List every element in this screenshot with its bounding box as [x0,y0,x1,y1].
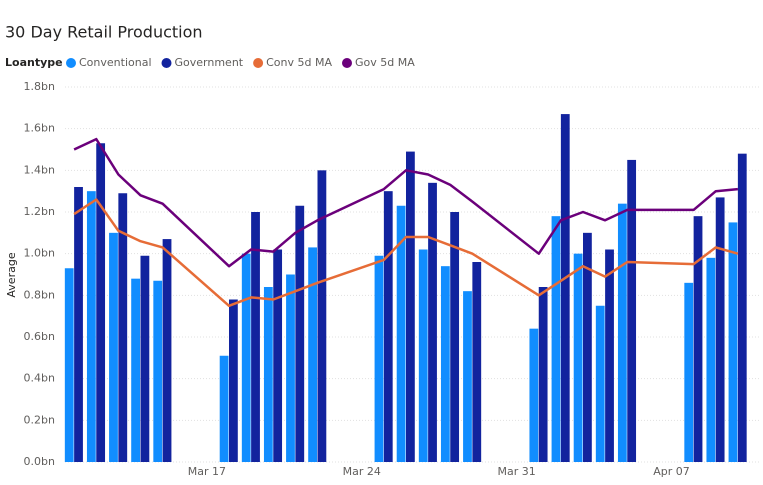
bar [529,328,539,462]
bar [64,268,74,462]
legend-marker [253,58,264,68]
bar [317,170,327,463]
bar [551,216,561,462]
y-axis-label: Average [5,252,18,297]
bar [737,153,747,462]
bar [241,253,251,462]
legend-label: Gov 5d MA [355,56,415,69]
legend-title: Loantype [5,56,63,69]
x-tick-label: Mar 31 [498,465,536,478]
bar [728,222,738,462]
legend-marker [161,58,172,68]
bar [605,249,614,462]
bar [627,159,637,462]
y-tick-label: 1.8bn [24,80,55,93]
bar [706,257,716,462]
bar [684,282,694,462]
bar [273,249,283,462]
legend-label: Conv 5d MA [266,56,332,69]
bar [383,191,393,462]
x-tick-label: Mar 24 [343,465,381,478]
bar [118,193,128,462]
legend-marker [342,58,352,68]
bar [286,274,295,462]
bar [583,232,592,462]
bar [374,255,384,462]
bar [251,212,260,462]
y-tick-label: 0.0bn [24,455,55,468]
bar [131,278,140,462]
bar [96,143,106,462]
chart-title: 30 Day Retail Production [5,23,203,42]
y-tick-label: 1.2bn [24,205,55,218]
bar [560,114,570,462]
bar [538,287,548,462]
bar [573,253,583,462]
bar [140,255,150,462]
line [73,137,739,268]
bar [295,205,305,462]
legend-marker [66,58,76,68]
legend-label: Conventional [79,56,152,69]
bar [308,247,317,462]
bar [693,216,703,462]
y-tick-label: 0.4bn [24,372,55,385]
y-tick-label: 0.8bn [24,288,55,301]
bar [162,239,172,462]
bar [219,355,229,462]
bar [153,280,163,462]
bar [428,182,437,463]
bar [229,299,238,462]
y-tick-label: 0.2bn [24,413,55,426]
bar [406,151,415,463]
bar [396,205,406,462]
line [73,198,739,308]
bar [450,212,460,462]
bar [595,305,605,462]
bar [74,187,83,462]
legend-label: Government [175,56,244,69]
bar [472,262,482,462]
x-tick-label: Mar 17 [188,465,226,478]
y-tick-label: 1.0bn [24,247,55,260]
bar [418,249,428,462]
bar [263,287,273,462]
y-tick-label: 0.6bn [24,330,55,343]
bar [715,197,725,462]
bar [86,191,96,462]
x-tick-label: Apr 07 [653,465,690,478]
y-tick-label: 1.6bn [24,122,55,135]
bar [109,232,118,462]
y-tick-label: 1.4bn [24,163,55,176]
bar [617,203,627,462]
bar [463,291,472,462]
bar [440,266,450,462]
